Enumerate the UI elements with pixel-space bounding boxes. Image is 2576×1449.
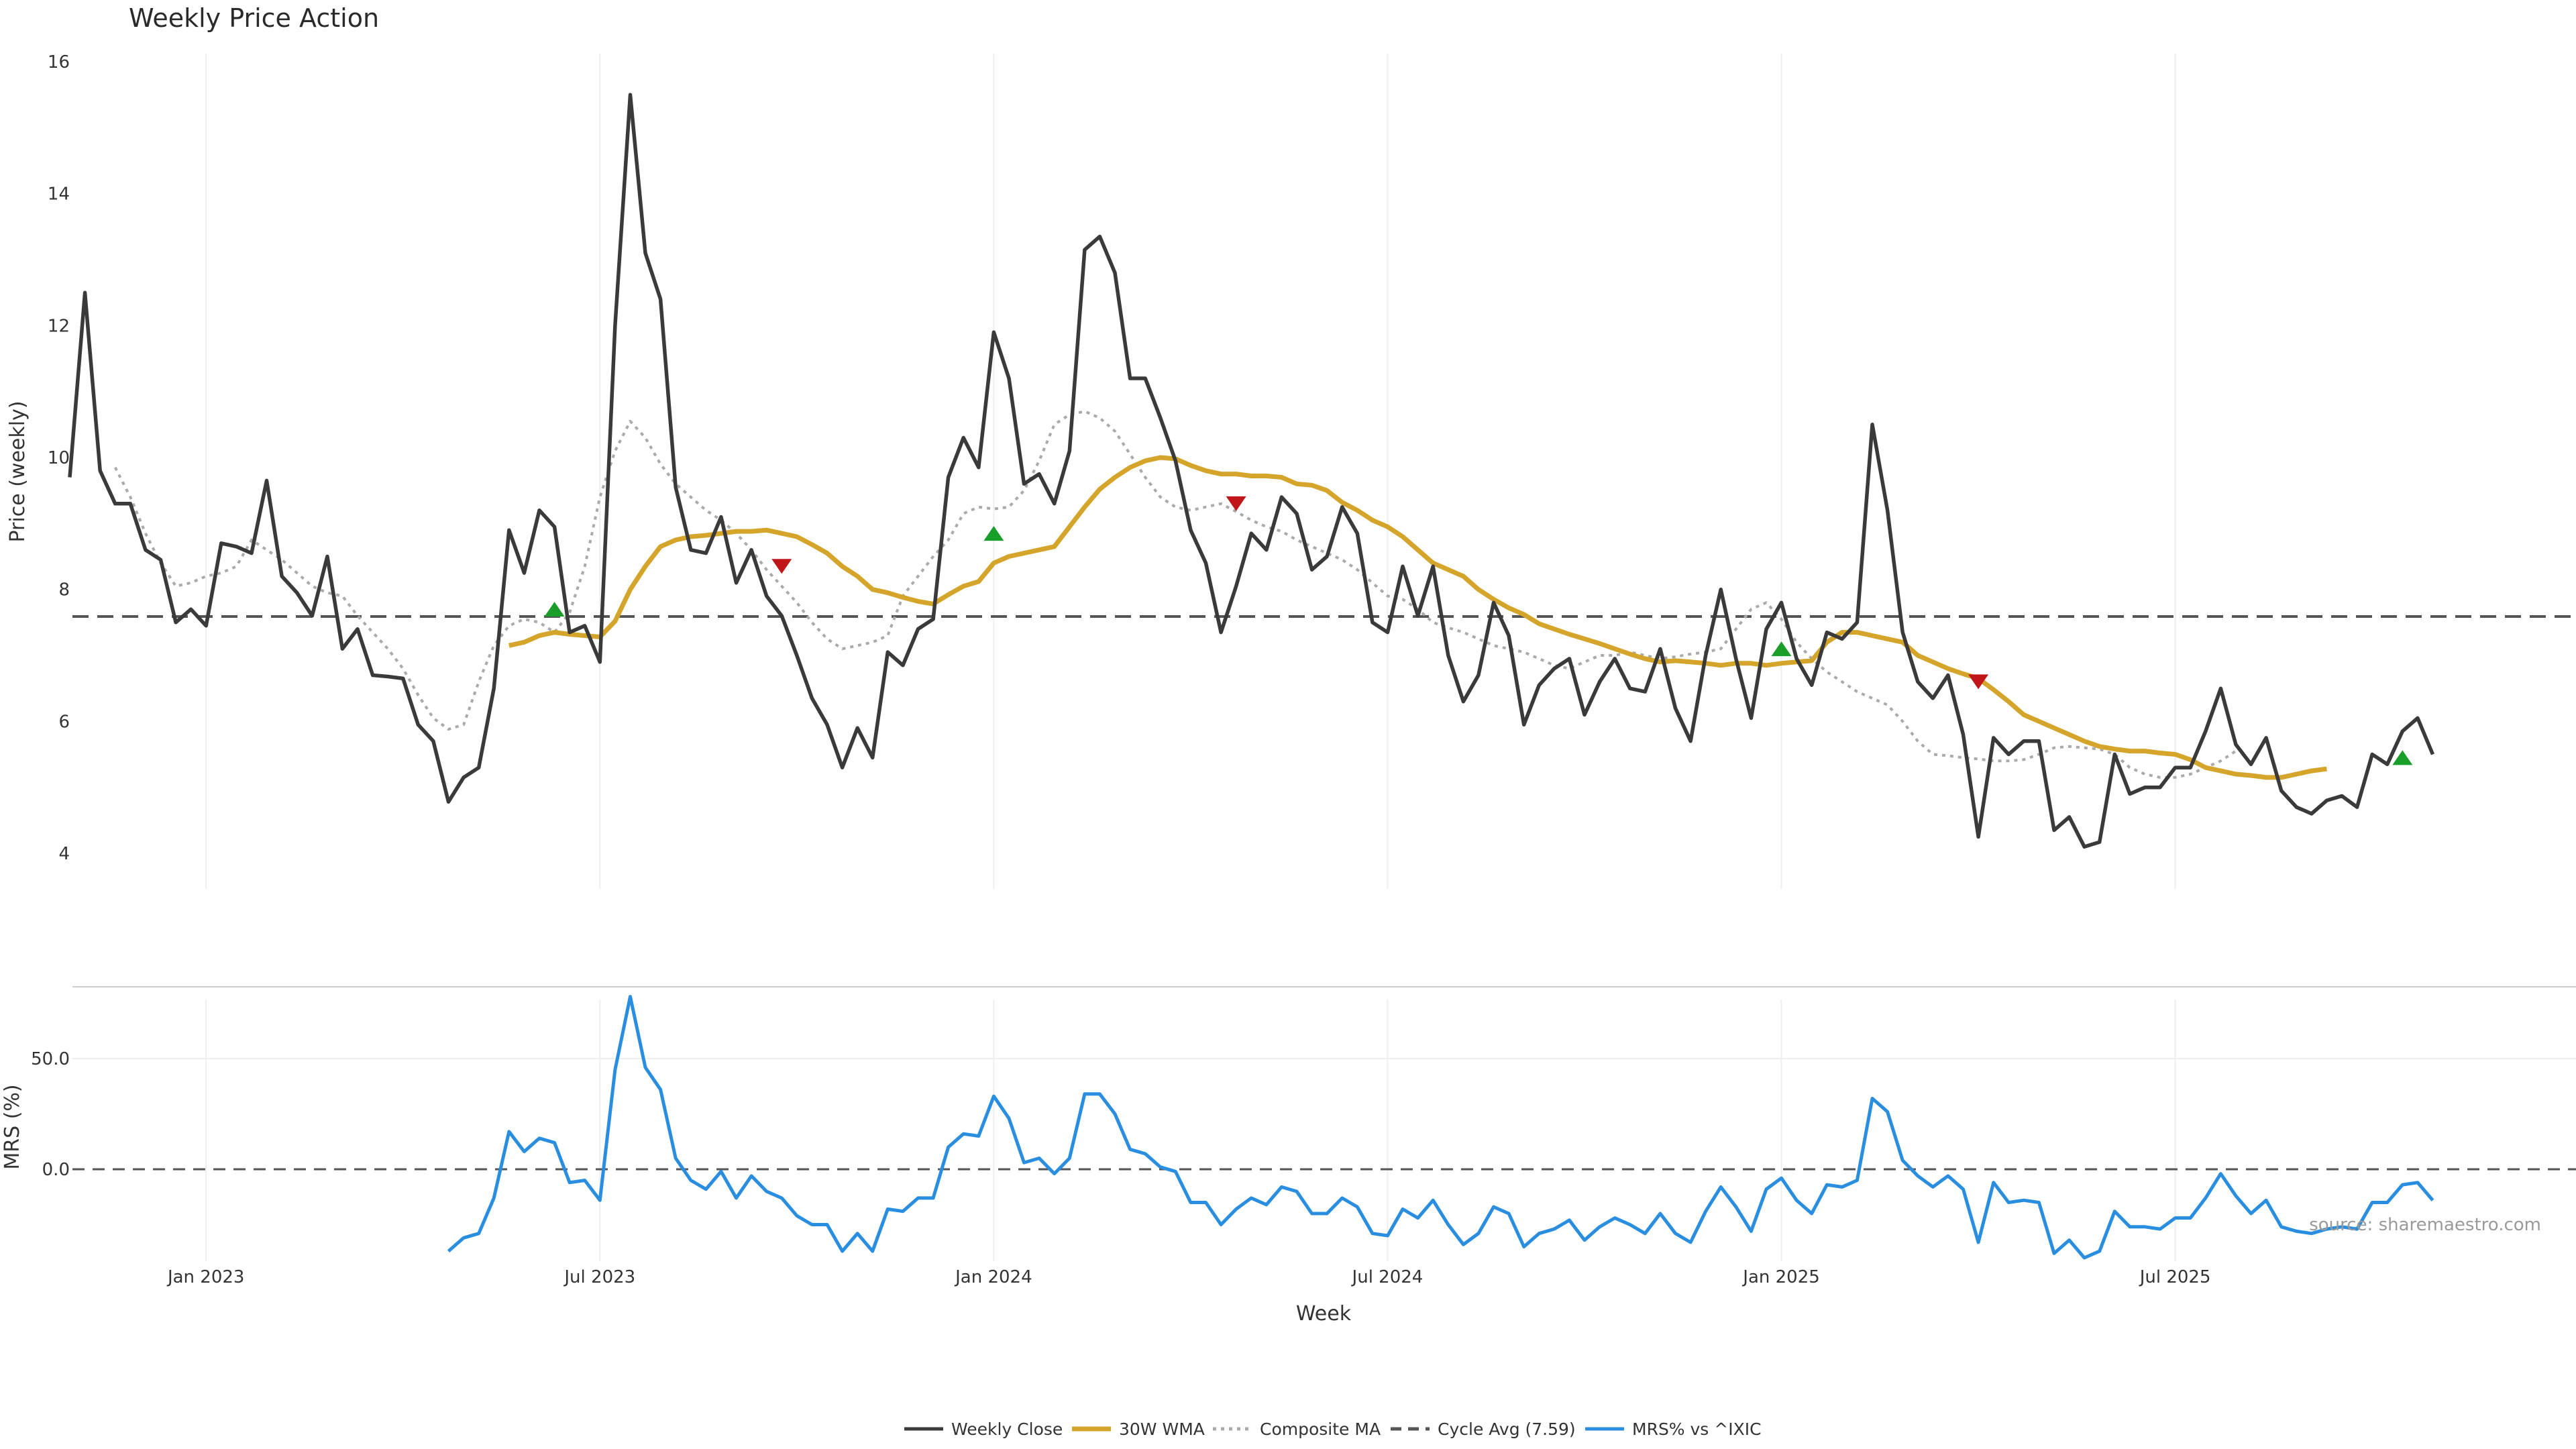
wma-30w-line <box>508 455 2327 780</box>
weekly-close-line <box>68 93 2435 849</box>
legend-label: Weekly Close <box>951 1419 1063 1439</box>
price-y-tick-label: 12 <box>48 316 70 336</box>
legend-item-wma: 30W WMA <box>1072 1419 1205 1439</box>
x-axis-ticks: Jan 2023 Jul 2023 Jan 2024 Jul 2024 Jan 2025… <box>166 1267 2211 1287</box>
price-y-tick-label: 6 <box>58 712 70 732</box>
buy-signal-marker <box>983 526 1004 541</box>
sell-signal-marker <box>1226 496 1246 511</box>
sell-signal-marker <box>771 559 792 574</box>
legend-item-mrs: MRS% vs ^IXIC <box>1585 1419 1762 1439</box>
chart-legend: Weekly Close 30W WMA Composite MA Cycle Avg… <box>904 1419 1762 1439</box>
source-label: source: sharemaestro.com <box>2309 1215 2541 1235</box>
buy-signal-marker <box>544 602 565 617</box>
signal-markers <box>544 496 2413 765</box>
price-y-tick-label: 16 <box>48 52 70 72</box>
mrs-panel: 0.0 50.0 MRS (%) source: sharemaestro.com <box>1 995 2576 1261</box>
price-y-ticks: 4 6 8 10 12 14 16 <box>48 52 70 864</box>
x-tick-label: Jan 2025 <box>1741 1267 1820 1287</box>
x-tick-label: Jul 2025 <box>2139 1267 2211 1287</box>
x-tick-label: Jan 2024 <box>954 1267 1032 1287</box>
x-tick-label: Jul 2024 <box>1351 1267 1424 1287</box>
legend-item-composite: Composite MA <box>1213 1419 1381 1439</box>
x-tick-label: Jan 2023 <box>166 1267 245 1287</box>
buy-signal-marker <box>1771 641 1792 657</box>
mrs-y-tick-label: 0.0 <box>42 1160 70 1180</box>
mrs-line <box>447 995 2434 1260</box>
price-y-tick-label: 14 <box>48 184 70 205</box>
sell-signal-marker <box>1968 674 1989 690</box>
mrs-y-tick-label: 50.0 <box>31 1049 70 1069</box>
legend-label: Composite MA <box>1260 1419 1381 1439</box>
legend-item-cycle: Cycle Avg (7.59) <box>1391 1419 1576 1439</box>
legend-item-close: Weekly Close <box>904 1419 1063 1439</box>
price-y-tick-label: 10 <box>48 448 70 468</box>
mrs-y-axis-label: MRS (%) <box>1 1084 24 1169</box>
x-axis-label: Week <box>1296 1302 1352 1326</box>
legend-label: Cycle Avg (7.59) <box>1438 1419 1576 1439</box>
price-panel: 4 6 8 10 12 14 16 Price (weekly) <box>6 52 2576 889</box>
price-y-tick-label: 4 <box>58 844 70 864</box>
buy-signal-marker <box>2392 750 2413 765</box>
price-gridlines <box>205 54 2176 889</box>
mrs-gridlines <box>72 1000 2576 1261</box>
mrs-y-ticks: 0.0 50.0 <box>31 1049 70 1180</box>
x-tick-label: Jul 2023 <box>563 1267 635 1287</box>
price-y-axis-label: Price (weekly) <box>6 400 30 542</box>
chart-title: Weekly Price Action <box>129 3 379 33</box>
legend-label: 30W WMA <box>1119 1419 1205 1439</box>
price-y-tick-label: 8 <box>58 580 70 600</box>
legend-label: MRS% vs ^IXIC <box>1632 1419 1762 1439</box>
